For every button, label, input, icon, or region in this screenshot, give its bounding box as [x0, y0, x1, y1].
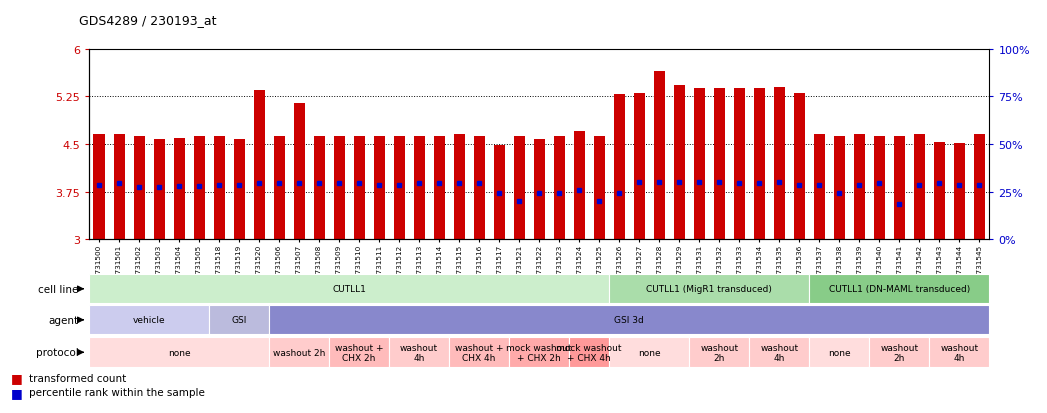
Bar — [930, 337, 989, 368]
Bar — [89, 337, 269, 368]
Text: ■: ■ — [10, 371, 22, 385]
Text: CUTLL1: CUTLL1 — [332, 285, 366, 294]
Bar — [314, 136, 325, 240]
Bar — [854, 135, 865, 240]
Bar — [89, 306, 209, 335]
Text: washout 2h: washout 2h — [273, 348, 326, 357]
Bar — [574, 132, 584, 240]
Bar — [394, 137, 404, 240]
Bar — [974, 135, 985, 240]
Bar — [414, 137, 425, 240]
Bar — [509, 337, 570, 368]
Text: washout
4h: washout 4h — [760, 343, 799, 362]
Bar — [389, 337, 449, 368]
Bar — [194, 137, 204, 240]
Bar — [609, 275, 809, 304]
Bar — [214, 136, 224, 240]
Bar — [209, 306, 269, 335]
Bar — [809, 337, 869, 368]
Bar — [609, 337, 689, 368]
Bar — [633, 94, 645, 240]
Bar — [334, 136, 344, 240]
Bar — [814, 135, 825, 240]
Text: washout
4h: washout 4h — [400, 343, 439, 362]
Bar — [113, 135, 125, 240]
Bar — [269, 337, 329, 368]
Bar — [594, 137, 605, 240]
Bar — [874, 137, 885, 240]
Bar — [534, 140, 544, 240]
Text: transformed count: transformed count — [29, 373, 127, 383]
Text: washout
4h: washout 4h — [940, 343, 979, 362]
Text: mock washout
+ CHX 4h: mock washout + CHX 4h — [556, 343, 622, 362]
Text: cell line: cell line — [38, 284, 79, 294]
Text: washout +
CHX 2h: washout + CHX 2h — [335, 343, 383, 362]
Bar — [554, 136, 564, 240]
Text: none: none — [168, 348, 191, 357]
Bar — [833, 137, 845, 240]
Bar — [754, 89, 764, 240]
Bar — [694, 89, 705, 240]
Bar — [273, 137, 285, 240]
Text: none: none — [638, 348, 661, 357]
Bar — [734, 89, 744, 240]
Bar — [689, 337, 750, 368]
Bar — [514, 137, 525, 240]
Bar — [494, 146, 505, 240]
Bar — [809, 275, 989, 304]
Bar — [869, 337, 930, 368]
Bar — [269, 306, 989, 335]
Text: vehicle: vehicle — [133, 316, 165, 325]
Bar — [914, 135, 925, 240]
Bar — [570, 337, 609, 368]
Bar — [233, 140, 245, 240]
Bar — [614, 95, 625, 240]
Text: washout
2h: washout 2h — [700, 343, 738, 362]
Bar — [433, 136, 445, 240]
Text: GSI 3d: GSI 3d — [615, 316, 644, 325]
Bar — [473, 136, 485, 240]
Text: protocol: protocol — [36, 347, 79, 357]
Text: mock washout
+ CHX 2h: mock washout + CHX 2h — [507, 343, 572, 362]
Bar — [329, 337, 389, 368]
Text: CUTLL1 (DN-MAML transduced): CUTLL1 (DN-MAML transduced) — [829, 285, 970, 294]
Bar — [934, 142, 944, 240]
Text: washout
2h: washout 2h — [881, 343, 918, 362]
Bar — [653, 72, 665, 240]
Text: GSI: GSI — [231, 316, 247, 325]
Bar — [750, 337, 809, 368]
Bar — [293, 103, 305, 240]
Text: ■: ■ — [10, 386, 22, 399]
Bar — [89, 275, 609, 304]
Text: percentile rank within the sample: percentile rank within the sample — [29, 387, 205, 397]
Bar — [674, 86, 685, 240]
Bar — [714, 89, 725, 240]
Bar — [354, 137, 364, 240]
Bar — [154, 140, 164, 240]
Bar — [794, 94, 805, 240]
Bar — [774, 88, 785, 240]
Bar — [954, 143, 965, 240]
Bar — [374, 136, 384, 240]
Bar — [453, 135, 465, 240]
Text: agent: agent — [48, 315, 79, 325]
Text: none: none — [828, 348, 850, 357]
Bar — [174, 138, 184, 240]
Bar — [894, 137, 905, 240]
Bar — [134, 137, 144, 240]
Text: GDS4289 / 230193_at: GDS4289 / 230193_at — [79, 14, 216, 27]
Bar — [449, 337, 509, 368]
Bar — [93, 135, 105, 240]
Text: washout +
CHX 4h: washout + CHX 4h — [455, 343, 504, 362]
Text: CUTLL1 (MigR1 transduced): CUTLL1 (MigR1 transduced) — [646, 285, 773, 294]
Bar — [253, 91, 265, 240]
